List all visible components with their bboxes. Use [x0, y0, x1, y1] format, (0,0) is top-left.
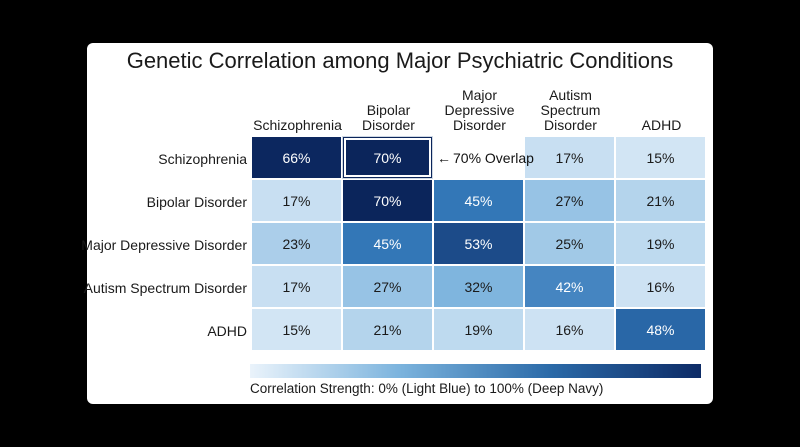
arrow-left-icon: ← — [437, 150, 451, 166]
heatmap-cell: 70% — [343, 180, 432, 221]
colorbar-label: Correlation Strength: 0% (Light Blue) to… — [250, 381, 604, 396]
column-header: Major Depressive Disorder — [444, 87, 515, 133]
heatmap-cell: 15% — [252, 309, 341, 350]
heatmap-cell: 42% — [525, 266, 614, 307]
row-header: Bipolar Disorder — [146, 194, 247, 210]
heatmap-cell: 19% — [616, 223, 705, 264]
heatmap-cell: 23% — [252, 223, 341, 264]
heatmap-cell: 17% — [252, 180, 341, 221]
heatmap-cell: 17% — [525, 137, 614, 178]
colorbar — [250, 364, 701, 378]
chart-title: Genetic Correlation among Major Psychiat… — [126, 48, 674, 73]
row-header: Major Depressive Disorder — [81, 237, 247, 253]
row-header: ADHD — [207, 323, 247, 339]
heatmap-cell: 66% — [252, 137, 341, 178]
annotation-text: 70% Overlap — [453, 150, 534, 166]
heatmap-cell: 45% — [434, 180, 523, 221]
heatmap-cell: 21% — [343, 309, 432, 350]
heatmap-cell: 17% — [252, 266, 341, 307]
column-header: Schizophrenia — [253, 117, 342, 133]
heatmap-cell: 25% — [525, 223, 614, 264]
column-header: ADHD — [641, 117, 682, 133]
overlap-annotation: ← 70% Overlap — [437, 148, 534, 168]
heatmap-cell: 70% — [343, 137, 432, 178]
heatmap-cell — [434, 137, 523, 178]
row-header: Schizophrenia — [158, 151, 247, 167]
heatmap-cell: 48% — [616, 309, 705, 350]
heatmap-cell: 21% — [616, 180, 705, 221]
heatmap-cell: 16% — [525, 309, 614, 350]
column-header: Autism Spectrum Disorder — [540, 87, 601, 133]
heatmap-cell: 27% — [343, 266, 432, 307]
heatmap-cell: 19% — [434, 309, 523, 350]
heatmap-cell: 16% — [616, 266, 705, 307]
heatmap-cell: 53% — [434, 223, 523, 264]
heatmap-cell: 15% — [616, 137, 705, 178]
heatmap-cell: 32% — [434, 266, 523, 307]
column-header: Bipolar Disorder — [362, 102, 415, 133]
heatmap-cell: 27% — [525, 180, 614, 221]
heatmap-cell: 45% — [343, 223, 432, 264]
row-header: Autism Spectrum Disorder — [83, 280, 247, 296]
